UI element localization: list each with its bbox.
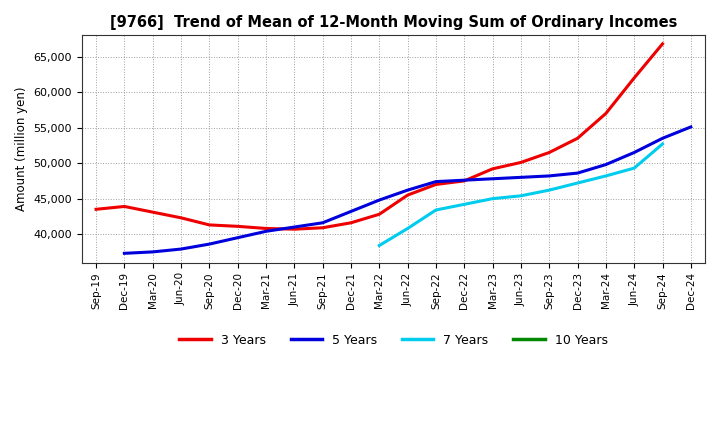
Title: [9766]  Trend of Mean of 12-Month Moving Sum of Ordinary Incomes: [9766] Trend of Mean of 12-Month Moving …: [109, 15, 677, 30]
Legend: 3 Years, 5 Years, 7 Years, 10 Years: 3 Years, 5 Years, 7 Years, 10 Years: [174, 329, 613, 352]
Y-axis label: Amount (million yen): Amount (million yen): [15, 87, 28, 211]
